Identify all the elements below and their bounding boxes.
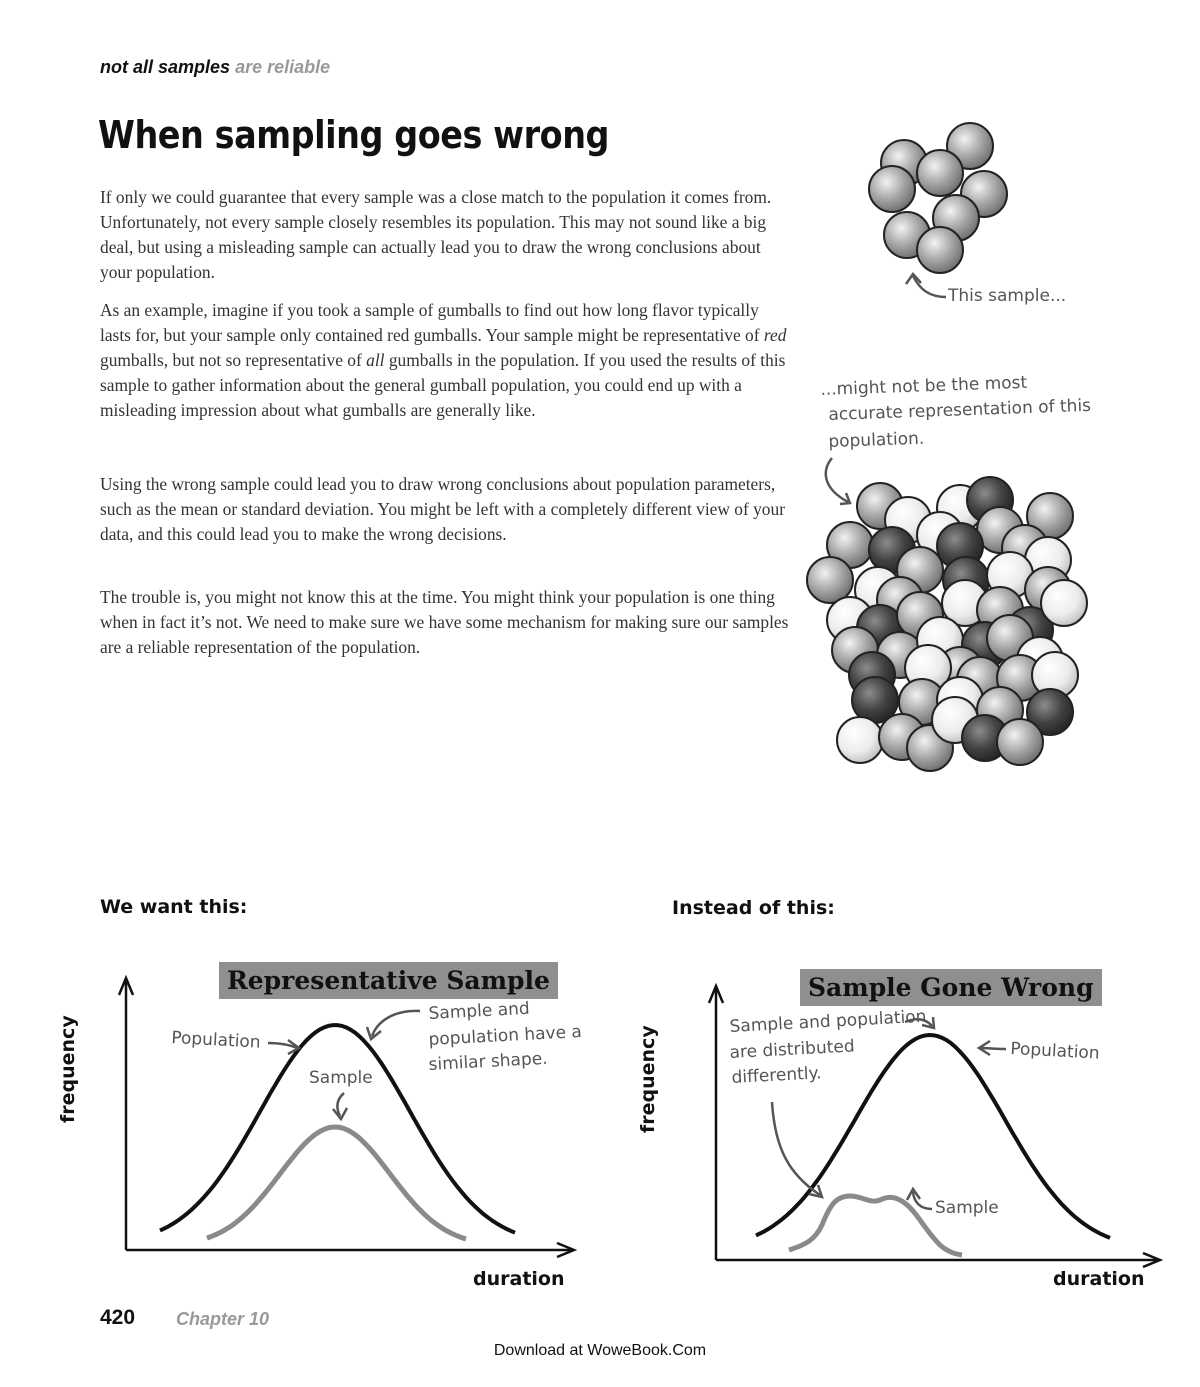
left-sample-note: Sample — [309, 1068, 373, 1088]
right-diff-note-line-3: differently. — [731, 1063, 822, 1088]
page-title: When sampling goes wrong — [98, 113, 610, 157]
right-chart-xlabel: duration — [1053, 1268, 1145, 1290]
gumball — [946, 122, 994, 170]
paragraph-4: The trouble is, you might not know this … — [100, 587, 789, 657]
page-number: 420 — [100, 1306, 136, 1329]
left-chart-xlabel: duration — [473, 1268, 565, 1290]
sample-note: This sample... — [948, 286, 1067, 306]
right-sample-arrow — [911, 1191, 933, 1211]
right-population-arrow — [979, 1046, 1007, 1051]
paragraph-3: Using the wrong sample could lead you to… — [100, 474, 785, 544]
paragraph-2-red: red — [763, 325, 787, 345]
paragraph-2-b: gumballs, but not so representative of — [100, 350, 367, 370]
download-footer: Download at WoweBook.Com — [493, 1342, 707, 1359]
left-population-arrow — [267, 1041, 298, 1050]
left-sample-curve — [206, 1124, 467, 1242]
left-chart-title: Representative Sample — [219, 962, 558, 999]
left-population-curve — [159, 1023, 516, 1235]
gumball — [916, 149, 964, 197]
running-head: not all samples are reliable — [100, 57, 330, 78]
population-gumballs — [806, 476, 1088, 772]
right-chart-title: Sample Gone Wrong — [800, 969, 1102, 1006]
right-population-note: Population — [1009, 1038, 1101, 1064]
sample-note-arrow — [911, 275, 947, 299]
paragraph-2-a: As an example, imagine if you took a sam… — [100, 300, 764, 345]
gumball — [1026, 688, 1074, 736]
right-diff-arrow-low — [770, 1101, 821, 1197]
left-section-label: We want this: — [100, 896, 248, 918]
right-population-curve — [755, 1032, 1111, 1240]
left-shape-arrow — [370, 1009, 421, 1037]
right-diff-arrow-top — [904, 1018, 933, 1027]
sample-gumballs — [868, 122, 1008, 274]
gumball — [806, 556, 854, 604]
gumball — [996, 718, 1044, 766]
paragraph-2: As an example, imagine if you took a sam… — [100, 298, 790, 423]
right-chart-ylabel: frequency — [637, 1025, 659, 1133]
right-section-label: Instead of this: — [672, 897, 835, 919]
gumball — [868, 165, 916, 213]
paragraph-2-c: gumballs in the population. If you used … — [100, 350, 786, 420]
right-sample-note: Sample — [935, 1198, 999, 1218]
right-sample-curve — [788, 1193, 963, 1258]
gumball — [1040, 579, 1088, 627]
paragraph-1: If only we could guarantee that every sa… — [100, 187, 772, 282]
gumball — [916, 226, 964, 274]
running-head-light: are reliable — [235, 57, 331, 77]
paragraph-2-all: all — [366, 350, 385, 370]
left-sample-arrow — [336, 1092, 345, 1117]
chapter-label: Chapter 10 — [176, 1309, 270, 1329]
running-head-strong: not all samples — [100, 57, 231, 77]
population-note-arrow — [824, 457, 849, 504]
left-chart-axes — [117, 974, 578, 1259]
right-chart-axes — [707, 982, 1164, 1269]
